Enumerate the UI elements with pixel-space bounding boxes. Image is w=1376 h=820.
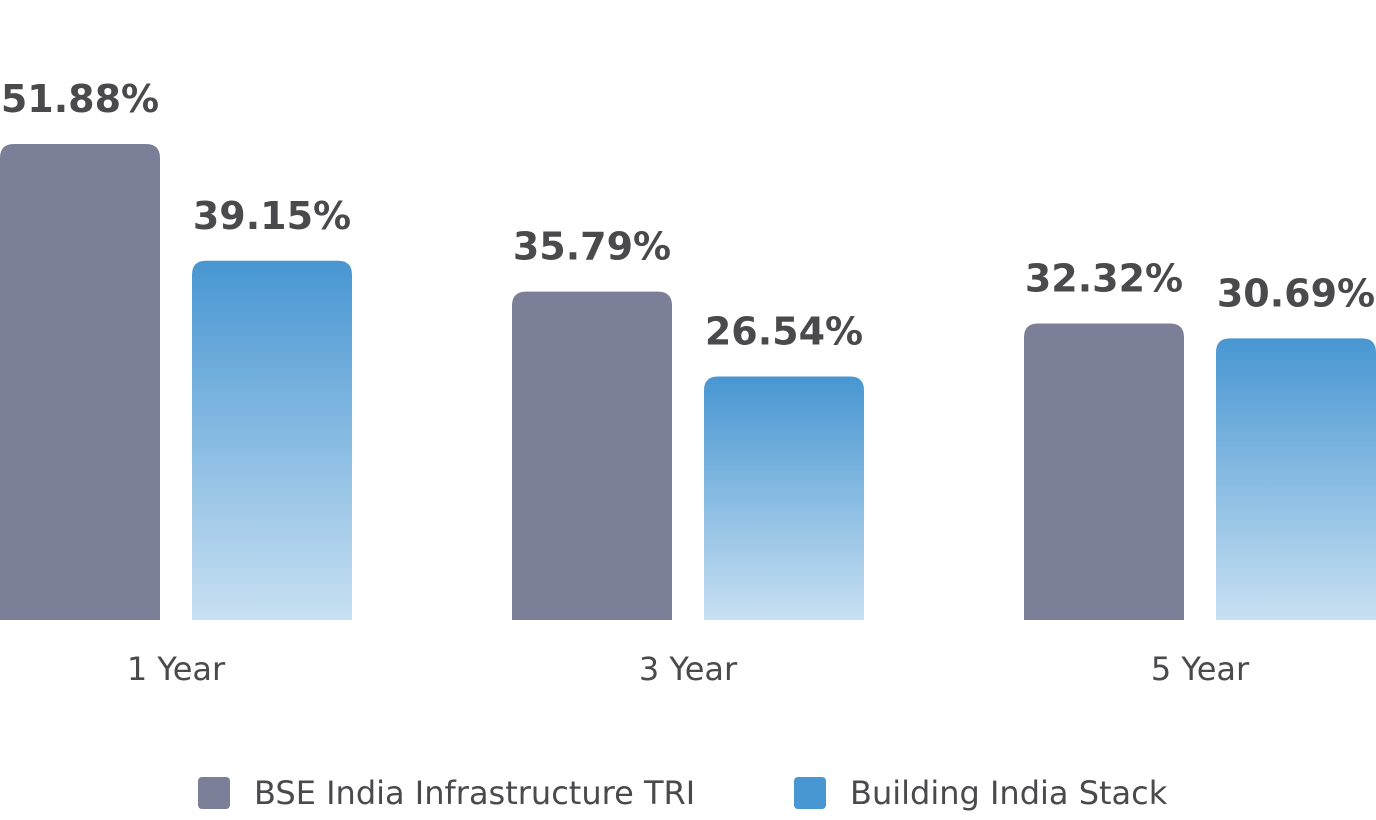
data-label-bse-india-infrastructure-tri-1-year: 51.88% [1, 77, 159, 121]
bar-building-india-stack-5-year [1216, 338, 1376, 620]
chart-legend: BSE India Infrastructure TRI Building In… [0, 774, 1376, 814]
data-label-building-india-stack-3-year: 26.54% [705, 309, 863, 353]
data-label-building-india-stack-1-year: 39.15% [193, 194, 351, 238]
legend-swatch-building-india-stack [794, 777, 826, 809]
bar-bse-india-infrastructure-tri-1-year [0, 144, 160, 620]
x-tick-label-3-year: 3 Year [639, 650, 738, 688]
data-label-bse-india-infrastructure-tri-5-year: 32.32% [1025, 256, 1183, 300]
legend-swatch-bse [198, 777, 230, 809]
legend-label-building-india-stack: Building India Stack [850, 774, 1168, 812]
legend-label-bse: BSE India Infrastructure TRI [254, 774, 696, 812]
bar-building-india-stack-3-year [704, 376, 864, 620]
data-label-bse-india-infrastructure-tri-3-year: 35.79% [513, 225, 671, 269]
bar-bse-india-infrastructure-tri-3-year [512, 291, 672, 620]
bar-chart: 51.88% 39.15% 1 Year 35.79% 26.54% 3 Year 32.3… [0, 77, 1376, 688]
data-label-building-india-stack-5-year: 30.69% [1217, 271, 1375, 315]
legend-item-building-india-stack[interactable]: Building India Stack [794, 774, 1167, 812]
x-tick-label-1-year: 1 Year [127, 650, 226, 688]
x-tick-label-5-year: 5 Year [1151, 650, 1250, 688]
legend-item-bse-india-infrastructure-tri[interactable]: BSE India Infrastructure TRI [198, 774, 695, 812]
bar-building-india-stack-1-year [192, 260, 352, 620]
bar-bse-india-infrastructure-tri-5-year [1024, 323, 1184, 620]
